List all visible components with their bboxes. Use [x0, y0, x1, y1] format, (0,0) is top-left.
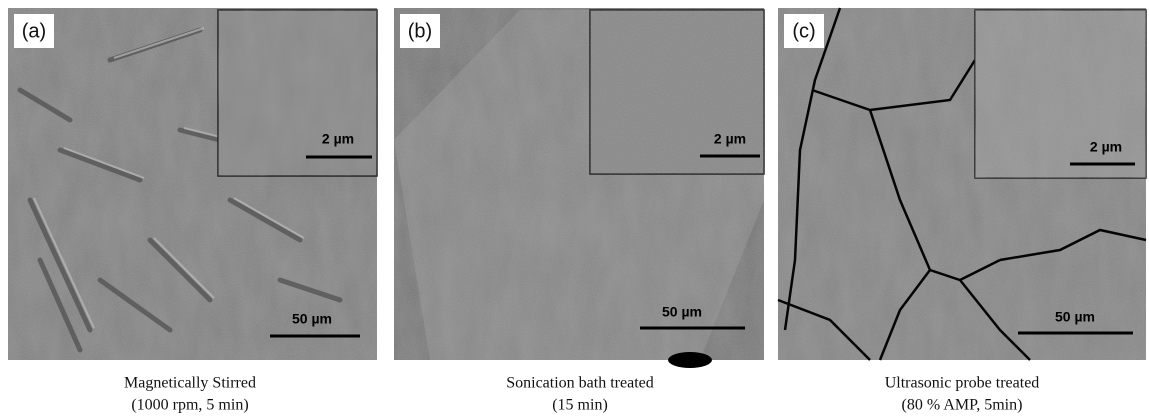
texture — [218, 10, 377, 176]
scale-label: 50 µm — [662, 304, 702, 320]
inset-scale-label: 2 µm — [322, 131, 354, 147]
panel-b: (b) 2 µm 50 µm — [394, 8, 764, 368]
figure: (a) 2 µm 50 µm (b) 2 µm 50 µm — [0, 0, 1149, 419]
caption: (15 min) — [552, 397, 608, 414]
caption: Sonication bath treated — [506, 375, 654, 392]
caption: (80 % AMP, 5min) — [902, 397, 1023, 414]
caption: Magnetically Stirred — [124, 375, 256, 392]
panel-a: (a) 2 µm 50 µm — [8, 8, 377, 360]
inset-scale-label: 2 µm — [714, 131, 746, 147]
inset-scale-label: 2 µm — [1090, 139, 1122, 155]
scale-label: 50 µm — [292, 311, 332, 327]
texture — [590, 10, 764, 174]
panel-label: (c) — [792, 20, 815, 42]
caption: Ultrasonic probe treated — [885, 375, 1040, 392]
panel-c: (c) 2 µm 50 µm — [778, 8, 1146, 360]
panel-label: (b) — [408, 20, 432, 42]
scale-label: 50 µm — [1055, 309, 1095, 325]
caption: (1000 rpm, 5 min) — [131, 397, 248, 414]
dark-spot — [668, 352, 712, 368]
panel-label: (a) — [22, 20, 46, 42]
